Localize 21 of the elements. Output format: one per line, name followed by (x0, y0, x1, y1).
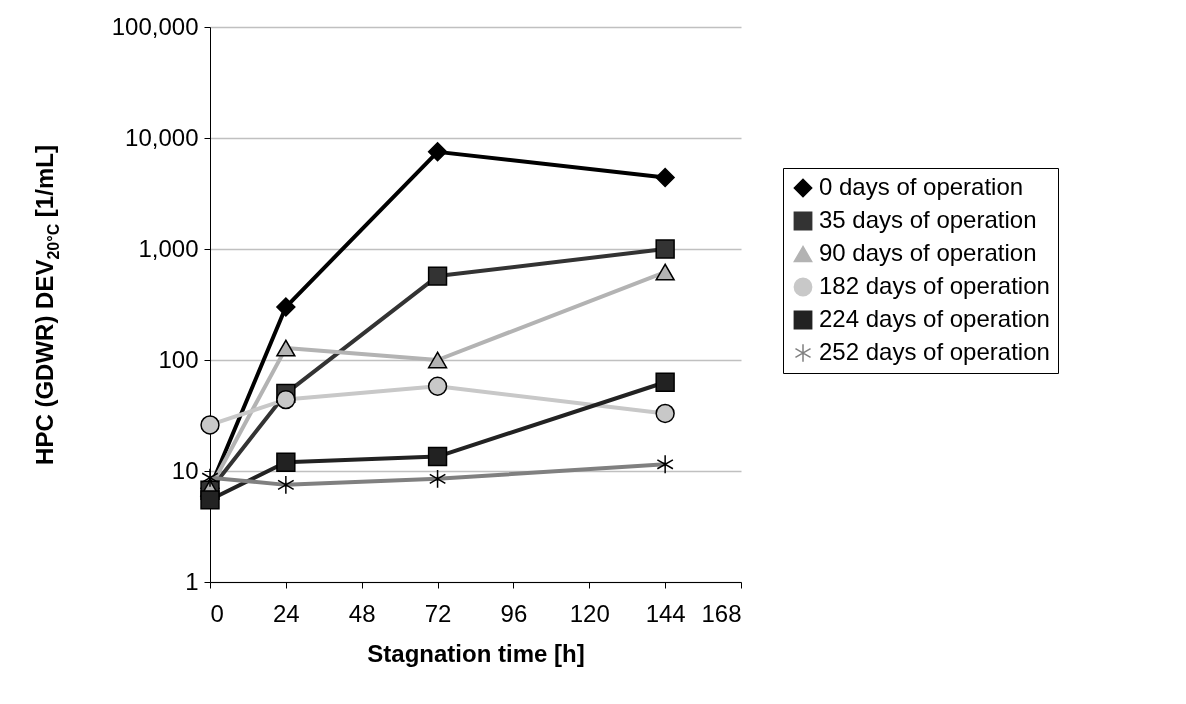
y-tick-label: 10,000 (125, 123, 199, 151)
x-tick-label: 72 (424, 599, 452, 627)
legend-label: 0 days of operation (819, 173, 1024, 200)
y-tick-label: 1,000 (138, 234, 199, 262)
y-tick-label: 100 (158, 345, 199, 373)
x-tick-label: 24 (273, 599, 300, 627)
x-axis-title: Stagnation time [h] (367, 639, 585, 667)
x-tick-label: 144 (645, 599, 686, 627)
y-tick-label: 10 (171, 456, 199, 484)
x-tick-label: 0 (210, 599, 224, 627)
y-tick-label: 100,000 (111, 12, 199, 40)
legend-label: 182 days of operation (819, 272, 1050, 299)
x-tick-label: 96 (500, 599, 528, 627)
legend-label: 224 days of operation (819, 305, 1050, 332)
x-tick-label: 168 (701, 599, 742, 627)
legend-label: 252 days of operation (819, 338, 1050, 365)
legend-label: 90 days of operation (819, 239, 1037, 266)
y-tick-label: 1 (185, 567, 199, 595)
x-tick-label: 120 (569, 599, 610, 627)
legend-label: 35 days of operation (819, 206, 1037, 233)
x-tick-label: 48 (348, 599, 376, 627)
